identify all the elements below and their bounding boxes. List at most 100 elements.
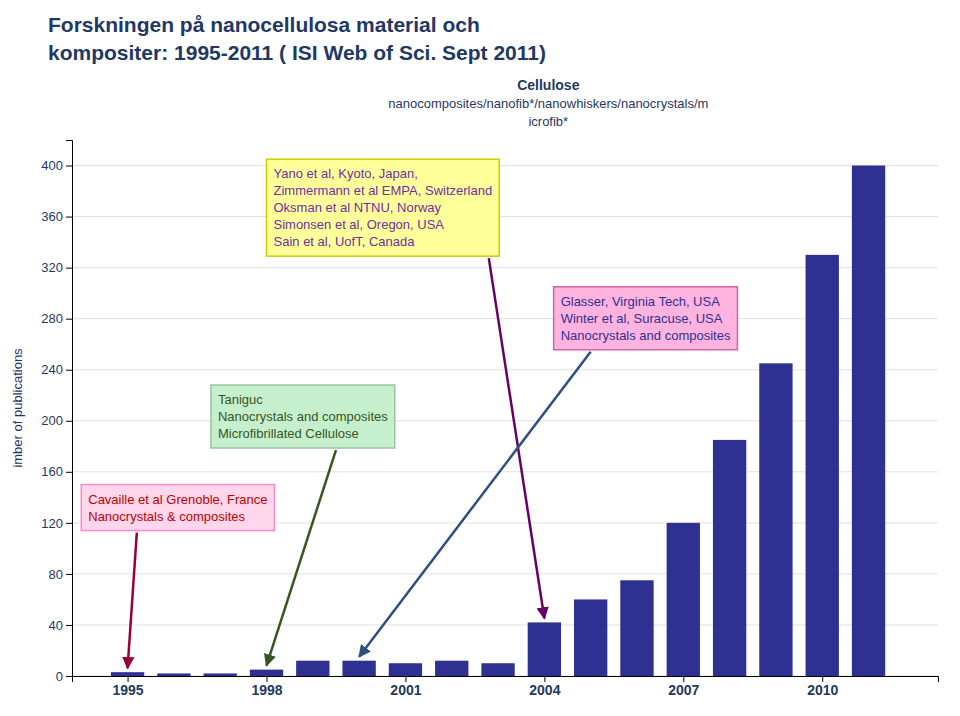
annotation-box bbox=[81, 485, 274, 531]
bar bbox=[204, 673, 237, 676]
bar bbox=[759, 363, 792, 676]
tick-label: 240 bbox=[41, 362, 63, 377]
arrows bbox=[128, 258, 591, 668]
tick-mark bbox=[66, 574, 72, 575]
tick-label: 1998 bbox=[251, 682, 282, 698]
tick: 2004 bbox=[529, 676, 560, 698]
subtitle: icrofib* bbox=[528, 114, 568, 129]
bar bbox=[111, 672, 144, 676]
tick-label: 280 bbox=[41, 311, 63, 326]
tick: 240 bbox=[41, 362, 72, 377]
bar bbox=[806, 255, 839, 676]
annotation-text: Glasser, Virginia Tech, USA bbox=[561, 294, 721, 309]
annotation-text: Yano et al, Kyoto, Japan, bbox=[274, 166, 418, 181]
tick: 120 bbox=[41, 516, 72, 531]
tick-label: 2007 bbox=[668, 682, 699, 698]
subtitle: nanocomposites/nanofib*/nanowhiskers/nan… bbox=[388, 96, 708, 111]
tick-label: 160 bbox=[41, 464, 63, 479]
annotation-text: Nanocrystals and composites bbox=[218, 409, 388, 424]
annotation: Cavaille et al Grenoble, France Nanocryst… bbox=[81, 485, 274, 531]
tick-mark bbox=[66, 472, 72, 473]
annotation-arrow bbox=[489, 258, 545, 618]
tick-label: 40 bbox=[49, 618, 63, 633]
bar bbox=[389, 663, 422, 676]
tick: 2010 bbox=[807, 676, 838, 698]
bar bbox=[620, 580, 653, 676]
tick-label: 1995 bbox=[112, 682, 143, 698]
annotations: Yano et al, Kyoto, Japan, Zimmermann et a… bbox=[81, 159, 737, 530]
grid-line bbox=[72, 165, 938, 166]
tick: 400 bbox=[41, 158, 72, 173]
tick: 0 bbox=[56, 669, 72, 684]
annotation-text: Nanocrystals & composites bbox=[88, 509, 245, 524]
bar bbox=[713, 440, 746, 676]
tick: 160 bbox=[41, 464, 72, 479]
annotation-text: Zimmermann et al EMPA, Switzerland bbox=[274, 183, 493, 198]
plot: 1995 1998 2001 2004 2007 2010 0 40 80 120 160 200 24… bbox=[10, 141, 939, 698]
bar bbox=[296, 661, 329, 676]
tick-label: 2004 bbox=[529, 682, 560, 698]
subtitle: Cellulose bbox=[517, 77, 579, 93]
bar bbox=[342, 661, 375, 676]
annotation: TanigucNanocrystals and compositesMicrof… bbox=[211, 385, 395, 448]
tick-label: 0 bbox=[56, 669, 63, 684]
annotation-text: Cavaille et al Grenoble, France bbox=[88, 492, 267, 507]
annotation-box bbox=[267, 159, 500, 256]
bar bbox=[528, 622, 561, 676]
tick-mark bbox=[66, 166, 72, 167]
tick-mark bbox=[66, 625, 72, 626]
tick-label: 200 bbox=[41, 413, 63, 428]
tick: 1998 bbox=[251, 676, 282, 698]
bar bbox=[157, 673, 190, 676]
tick: 2007 bbox=[668, 676, 699, 698]
annotation: Glasser, Virginia Tech, USA Winter et al,… bbox=[554, 287, 738, 350]
chart: Forskningen på nanocellulosa material oc… bbox=[0, 0, 960, 716]
annotation-text: Sain et al, UofT, Canada bbox=[274, 234, 416, 249]
bar bbox=[435, 661, 468, 676]
tick-mark bbox=[66, 217, 72, 218]
x-axis: 1995 1998 2001 2004 2007 2010 bbox=[73, 676, 939, 698]
y-axis-title: imber of publications bbox=[10, 348, 25, 468]
annotation-box bbox=[211, 385, 395, 448]
annotation-arrow bbox=[128, 533, 137, 669]
tick-label: 360 bbox=[41, 209, 63, 224]
grid bbox=[72, 166, 938, 676]
annotation-arrow bbox=[267, 450, 336, 666]
tick-mark bbox=[66, 268, 72, 269]
annotation-box bbox=[554, 287, 738, 350]
annotation-text: Winter et al, Suracuse, USA bbox=[561, 311, 723, 326]
tick: 320 bbox=[41, 260, 72, 275]
annotation-text: Oksman et al NTNU, Norway bbox=[274, 200, 442, 215]
y-axis: 0 40 80 120 160 200 240 280 320 360 400 bbox=[41, 141, 72, 684]
tick: 200 bbox=[41, 413, 72, 428]
tick: 280 bbox=[41, 311, 72, 326]
axis-line bbox=[66, 141, 73, 677]
annotation: Yano et al, Kyoto, Japan, Zimmermann et a… bbox=[267, 159, 500, 256]
bar bbox=[250, 670, 283, 676]
tick: 1995 bbox=[112, 676, 143, 698]
tick-label: 400 bbox=[41, 158, 63, 173]
tick: 80 bbox=[49, 567, 72, 582]
annotation-text: Simonsen et al, Oregon, USA bbox=[274, 217, 445, 232]
tick: 2001 bbox=[390, 676, 421, 698]
bar bbox=[667, 523, 700, 676]
tick: 40 bbox=[49, 618, 72, 633]
grid-line bbox=[72, 216, 938, 217]
tick-label: 120 bbox=[41, 516, 63, 531]
tick-label: 80 bbox=[49, 567, 63, 582]
tick-mark bbox=[66, 523, 72, 524]
tick-mark bbox=[66, 319, 72, 320]
tick-mark bbox=[66, 676, 72, 677]
annotation-text: Nanocrystals and composites bbox=[561, 328, 731, 343]
annotation-text: Taniguc bbox=[218, 392, 263, 407]
tick-label: 320 bbox=[41, 260, 63, 275]
tick-mark bbox=[66, 421, 72, 422]
bar bbox=[481, 663, 514, 676]
tick-label: 2001 bbox=[390, 682, 421, 698]
bar bbox=[574, 599, 607, 676]
title: kompositer: 1995-2011 ( ISI Web of Sci. … bbox=[48, 41, 546, 64]
bar bbox=[852, 166, 885, 676]
tick-mark bbox=[66, 370, 72, 371]
tick-label: 2010 bbox=[807, 682, 838, 698]
title: Forskningen på nanocellulosa material oc… bbox=[48, 13, 480, 36]
